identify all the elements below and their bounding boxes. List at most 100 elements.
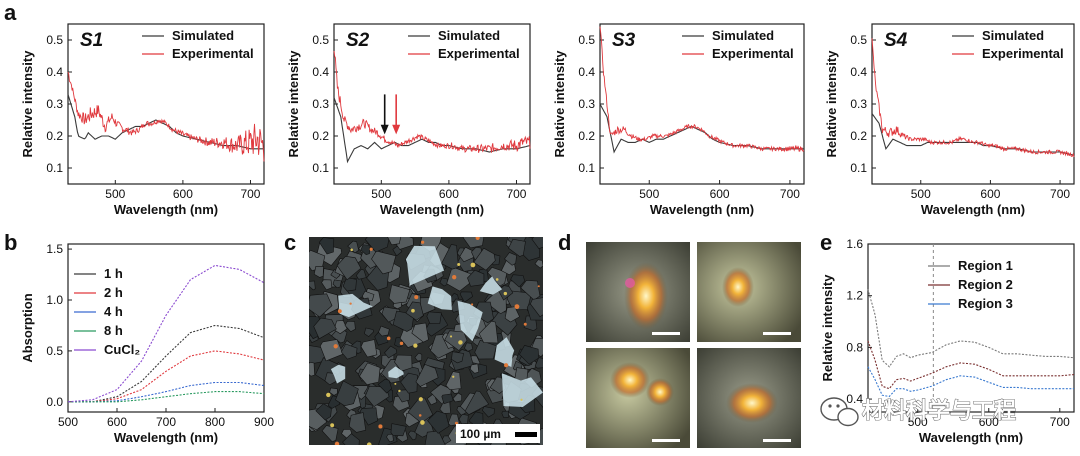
series-line-cucl: [67, 264, 265, 403]
crystal-grain: [439, 277, 449, 287]
x-tick-label: 500: [908, 415, 928, 429]
x-axis-label: Wavelength (nm): [921, 202, 1025, 217]
crystal-grain: [534, 259, 543, 269]
crystal-speck: [475, 237, 480, 240]
crystal-grain: [340, 343, 358, 360]
crystal-speck: [399, 341, 404, 346]
crystal-glow-d3b: [646, 378, 674, 406]
crystal-grain: [451, 351, 464, 364]
crystal-grain: [504, 252, 517, 266]
crystal-grain: [332, 279, 342, 289]
crystal-grain: [400, 372, 418, 394]
crystal-grain: [359, 362, 381, 386]
crystal-grain: [309, 293, 333, 318]
crystal-grain: [510, 274, 526, 288]
crystal-grain: [344, 320, 356, 332]
crystal-speck: [378, 424, 383, 429]
crystal-speck: [470, 303, 474, 306]
y-tick-label: 0.2: [46, 129, 63, 143]
crystal-grain: [350, 340, 362, 354]
series-line-simulated: [599, 103, 804, 154]
crystal-flake: [338, 293, 373, 318]
chart-a-S3: 500 600 700 0.1 0.2 0.3 0.4 0.5 Wavelength (nm) R…: [552, 23, 805, 217]
crystal-grain: [512, 360, 523, 371]
y-tick-label: 0.2: [850, 129, 867, 143]
y-axis-label: Absorption: [20, 293, 35, 362]
crystal-speck: [452, 275, 457, 280]
scale-bar-d2: [763, 332, 791, 335]
crystal-grain: [530, 297, 543, 318]
legend-label-2-h: 2 h: [104, 285, 123, 300]
panel-label-c: c: [284, 230, 296, 255]
crystal-grain: [309, 280, 316, 291]
crystal-grain: [315, 403, 332, 421]
legend-label-simulated: Simulated: [712, 28, 774, 43]
crystal-grain: [384, 345, 398, 359]
crystal-speck: [349, 302, 352, 305]
y-tick-label: 0.4: [312, 65, 329, 79]
crystal-grain: [469, 363, 480, 374]
crystal-grain: [444, 330, 468, 352]
crystal-grain: [457, 256, 475, 272]
arrow-head-red: [392, 124, 401, 135]
crystal-grain: [411, 322, 429, 343]
x-axis-label: Wavelength (nm): [380, 202, 484, 217]
crystal-speck: [420, 420, 425, 425]
y-tick-label: 0.3: [850, 97, 867, 111]
crystal-flake: [479, 276, 503, 295]
y-tick-label: 0.8: [846, 340, 863, 354]
crystal-grain: [313, 266, 324, 278]
crystal-grain: [318, 237, 335, 255]
crystal-speck: [337, 309, 342, 314]
crystal-speck: [414, 295, 419, 300]
y-tick-label: 0.3: [46, 97, 63, 111]
x-tick-label: 600: [710, 187, 730, 201]
x-tick-label: 900: [254, 415, 274, 429]
crystal-flake: [388, 366, 404, 379]
crystal-glow-d3a: [610, 362, 650, 398]
crystal-flake: [501, 373, 543, 407]
crystal-speck: [421, 240, 425, 244]
scale-bar: [515, 432, 537, 437]
crystal-grain: [387, 237, 402, 246]
crystal-grain: [478, 320, 499, 344]
chart-a-S4: 500 600 700 0.1 0.2 0.3 0.4 0.5 Wavelength (nm) R…: [824, 23, 1075, 217]
crystal-grain: [333, 320, 348, 335]
chart-e-regions: 500 600 700 0.4 0.8 1.2 1.6 Wavelength (nm) Rela…: [820, 237, 1075, 445]
crystal-speck: [514, 304, 520, 310]
sample-tag: S1: [80, 30, 103, 51]
x-tick-label: 500: [639, 187, 659, 201]
arrow-head-black: [380, 124, 389, 135]
y-tick-label: 1.6: [846, 237, 863, 251]
legend-label-simulated: Simulated: [438, 28, 500, 43]
y-tick-label: 0.4: [846, 392, 863, 406]
crystal-speck: [452, 375, 455, 378]
crystal-grain: [348, 412, 367, 433]
crystal-speck: [326, 392, 331, 398]
crystal-grain: [342, 277, 357, 292]
crystal-grain: [309, 249, 326, 272]
crystal-speck: [503, 291, 508, 296]
crystal-speck: [366, 442, 372, 445]
crystal-flake: [330, 364, 346, 384]
x-tick-label: 500: [105, 187, 125, 201]
legend-label-4-h: 4 h: [104, 304, 123, 319]
legend-label-region-2: Region 2: [958, 277, 1013, 292]
crystal-grain: [378, 325, 390, 337]
crystal-speck: [449, 335, 453, 338]
legend-label-experimental: Experimental: [438, 46, 520, 61]
plot-frame: [867, 243, 1075, 413]
crystal-grain: [336, 255, 362, 281]
crystal-grain: [388, 284, 411, 304]
crystal-grain: [390, 423, 407, 437]
series-line-simulated: [333, 97, 531, 164]
crystal-flake: [405, 245, 445, 286]
x-tick-label: 700: [1050, 415, 1070, 429]
wechat-icon: [820, 397, 859, 427]
crystal-grain: [534, 357, 543, 369]
crystal-grain: [531, 237, 543, 250]
scale-bar-d1: [652, 332, 680, 335]
crystal-grain: [467, 269, 485, 287]
crystal-grain: [360, 339, 378, 358]
